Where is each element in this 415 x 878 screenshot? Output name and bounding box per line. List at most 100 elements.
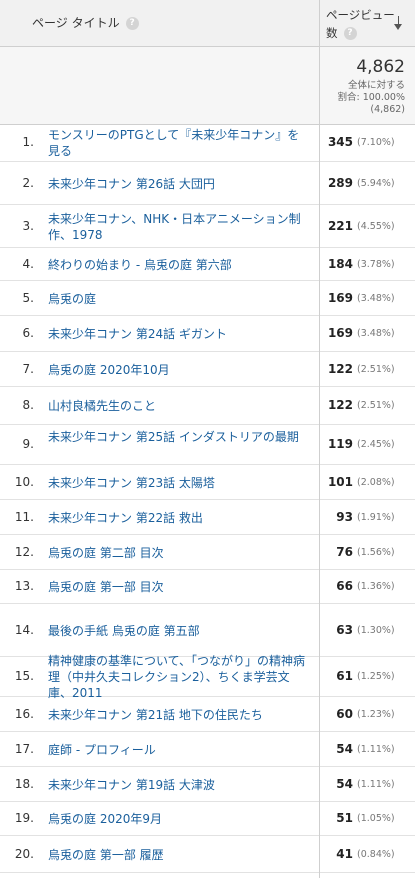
table-row: 20. 烏兎の庭 第一部 履歴 41 (0.84%) (0, 836, 415, 873)
page-title-link[interactable]: 烏兎の庭 第一部 履歴 (48, 848, 164, 862)
pageviews-value: 51 (336, 811, 353, 825)
pageviews-percent: (1.23%) (357, 709, 395, 720)
row-rank: 12. (14, 545, 34, 559)
pageviews-value: 345 (327, 135, 353, 149)
pageviews-percent: (1.56%) (357, 547, 395, 558)
pageviews-column-header[interactable]: ページビュー 数? (326, 6, 395, 42)
sort-descending-icon[interactable] (394, 16, 402, 30)
row-rank: 19. (14, 811, 34, 825)
pageviews-value: 169 (327, 326, 353, 340)
row-rank: 13. (14, 579, 34, 593)
table-row: 8. 山村良橘先生のこと 122 (2.51%) (0, 387, 415, 425)
row-rank: 18. (14, 777, 34, 791)
help-icon[interactable]: ? (343, 27, 357, 40)
page-title-link[interactable]: 未来少年コナン 第25話 インダストリアの最期 (48, 430, 299, 444)
row-rank: 7. (22, 362, 34, 376)
row-rank: 1. (22, 135, 34, 149)
total-share-count: (4,862) (370, 104, 405, 115)
table-row: 15. 精神健康の基準について、「つながり」の精神病理（中井久夫コレクション2）、… (0, 654, 415, 700)
page-title-link[interactable]: 烏兎の庭 第二部 目次 (48, 546, 164, 560)
pageviews-value: 289 (327, 176, 353, 190)
row-rank: 4. (22, 257, 34, 271)
page-title-column-header[interactable]: ページ タイトル? (32, 14, 139, 31)
pageviews-percent: (1.36%) (357, 581, 395, 592)
pageviews-value: 101 (327, 475, 353, 489)
pageviews-value: 63 (336, 623, 353, 637)
pageviews-percent: (3.78%) (357, 259, 395, 270)
pageviews-percent: (0.84%) (357, 849, 395, 860)
pageviews-percent: (4.55%) (357, 221, 395, 232)
table-row: 10. 未来少年コナン 第23話 太陽塔 101 (2.08%) (0, 465, 415, 500)
page-title-link[interactable]: 未来少年コナン 第23話 太陽塔 (48, 476, 215, 490)
help-icon[interactable]: ? (125, 17, 139, 30)
pageviews-percent: (3.48%) (357, 293, 395, 304)
pageviews-percent: (2.45%) (357, 439, 395, 450)
row-rank: 5. (22, 291, 34, 305)
pageviews-percent: (3.48%) (357, 328, 395, 339)
table-row: 12. 烏兎の庭 第二部 目次 76 (1.56%) (0, 535, 415, 570)
pageviews-percent: (2.51%) (357, 400, 395, 411)
table-row: 18. 未来少年コナン 第19話 大津波 54 (1.11%) (0, 767, 415, 802)
page-title-link[interactable]: 庭師 - プロフィール (48, 743, 156, 757)
total-share-label: 全体に対する (347, 80, 405, 91)
table-row: 16. 未来少年コナン 第21話 地下の住民たち 60 (1.23%) (0, 697, 415, 732)
row-rank: 3. (22, 219, 34, 233)
page-title-link[interactable]: 未来少年コナン、NHK・日本アニメーション制作、1978 (48, 212, 301, 242)
pageviews-value: 66 (336, 579, 353, 593)
page-title-link[interactable]: モンスリーのPTGとして『未来少年コナン』を見る (48, 128, 300, 158)
page-title-link[interactable]: 未来少年コナン 第22話 救出 (48, 511, 203, 525)
pageviews-percent: (2.51%) (357, 364, 395, 375)
table-row: 17. 庭師 - プロフィール 54 (1.11%) (0, 732, 415, 767)
table-row: 14. 最後の手紙 烏兎の庭 第五部 63 (1.30%) (0, 604, 415, 657)
row-rank: 10. (14, 475, 34, 489)
table-row: 6. 未来少年コナン 第24話 ギガント 169 (3.48%) (0, 316, 415, 352)
total-share-percent: 割合: 100.00% (337, 92, 406, 103)
table-row: 7. 烏兎の庭 2020年10月 122 (2.51%) (0, 352, 415, 387)
table-row: 3. 未来少年コナン、NHK・日本アニメーション制作、1978 221 (4.55%) (0, 205, 415, 248)
row-rank: 17. (14, 742, 34, 756)
page-title-link[interactable]: 烏兎の庭 第一部 目次 (48, 580, 164, 594)
row-rank: 11. (14, 510, 34, 524)
page-title-column-label: ページ タイトル (32, 16, 120, 30)
page-title-link[interactable]: 未来少年コナン 第21話 地下の住民たち (48, 708, 263, 722)
pageviews-value: 61 (336, 669, 353, 683)
table-row: 9. 未来少年コナン 第25話 インダストリアの最期 119 (2.45%) (0, 425, 415, 465)
pageviews-value: 119 (327, 437, 353, 451)
pageviews-value: 54 (336, 777, 353, 791)
page-title-link[interactable]: 烏兎の庭 (48, 292, 97, 306)
row-rank: 2. (22, 176, 34, 190)
row-rank: 16. (14, 707, 34, 721)
pageviews-percent: (1.30%) (357, 625, 395, 636)
page-title-link[interactable]: 烏兎の庭 2020年9月 (48, 812, 162, 826)
pageviews-value: 76 (336, 545, 353, 559)
page-title-link[interactable]: 山村良橘先生のこと (48, 399, 157, 413)
pageviews-percent: (5.94%) (357, 178, 395, 189)
pageviews-percent: (2.08%) (357, 477, 395, 488)
pageviews-percent: (1.05%) (357, 813, 395, 824)
pageviews-value: 93 (336, 510, 353, 524)
pageviews-column-label-2: 数 (326, 26, 338, 40)
row-rank: 6. (22, 326, 34, 340)
page-title-link[interactable]: 未来少年コナン 第24話 ギガント (48, 327, 227, 341)
pageviews-column-label: ページビュー (326, 8, 395, 22)
pageviews-percent: (1.11%) (357, 744, 395, 755)
row-rank: 14. (14, 623, 34, 637)
pageviews-value: 60 (336, 707, 353, 721)
pageviews-value: 169 (327, 291, 353, 305)
pageviews-value: 184 (327, 257, 353, 271)
table-row: 19. 烏兎の庭 2020年9月 51 (1.05%) (0, 802, 415, 836)
page-title-link[interactable]: 終わりの始まり - 烏兎の庭 第六部 (48, 258, 232, 272)
column-divider (319, 0, 320, 878)
table-header: ページ タイトル? ページビュー 数? (0, 0, 415, 47)
page-title-link[interactable]: 未来少年コナン 第26話 大団円 (48, 177, 215, 191)
total-share: 全体に対する 割合: 100.00% (4,862) (338, 80, 406, 116)
pageviews-value: 122 (327, 398, 353, 412)
page-title-link[interactable]: 未来少年コナン 第19話 大津波 (48, 778, 215, 792)
page-title-link[interactable]: 精神健康の基準について、「つながり」の精神病理（中井久夫コレクション2）、ちくま… (48, 654, 306, 700)
page-title-link[interactable]: 烏兎の庭 2020年10月 (48, 363, 170, 377)
row-rank: 15. (14, 669, 34, 683)
table-row: 1. モンスリーのPTGとして『未来少年コナン』を見る 345 (7.10%) (0, 124, 415, 162)
row-rank: 20. (14, 847, 34, 861)
page-title-link[interactable]: 最後の手紙 烏兎の庭 第五部 (48, 624, 200, 638)
